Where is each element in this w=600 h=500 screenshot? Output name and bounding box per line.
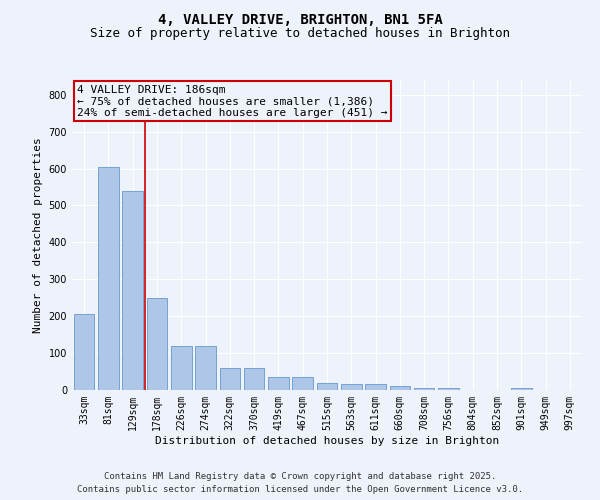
- Bar: [438, 388, 459, 390]
- Bar: [74, 314, 94, 390]
- Bar: [171, 346, 191, 390]
- Text: 4, VALLEY DRIVE, BRIGHTON, BN1 5FA: 4, VALLEY DRIVE, BRIGHTON, BN1 5FA: [158, 12, 442, 26]
- Bar: [122, 190, 143, 390]
- Bar: [98, 166, 119, 390]
- Bar: [317, 382, 337, 390]
- Bar: [244, 368, 265, 390]
- Y-axis label: Number of detached properties: Number of detached properties: [33, 137, 43, 333]
- Bar: [195, 346, 216, 390]
- Text: Size of property relative to detached houses in Brighton: Size of property relative to detached ho…: [90, 28, 510, 40]
- Bar: [341, 384, 362, 390]
- Bar: [365, 384, 386, 390]
- Text: 4 VALLEY DRIVE: 186sqm
← 75% of detached houses are smaller (1,386)
24% of semi-: 4 VALLEY DRIVE: 186sqm ← 75% of detached…: [77, 84, 388, 118]
- Text: Contains HM Land Registry data © Crown copyright and database right 2025.
Contai: Contains HM Land Registry data © Crown c…: [77, 472, 523, 494]
- Bar: [268, 377, 289, 390]
- Bar: [292, 377, 313, 390]
- Bar: [389, 386, 410, 390]
- Bar: [511, 388, 532, 390]
- Bar: [146, 298, 167, 390]
- Bar: [220, 368, 240, 390]
- X-axis label: Distribution of detached houses by size in Brighton: Distribution of detached houses by size …: [155, 436, 499, 446]
- Bar: [414, 388, 434, 390]
